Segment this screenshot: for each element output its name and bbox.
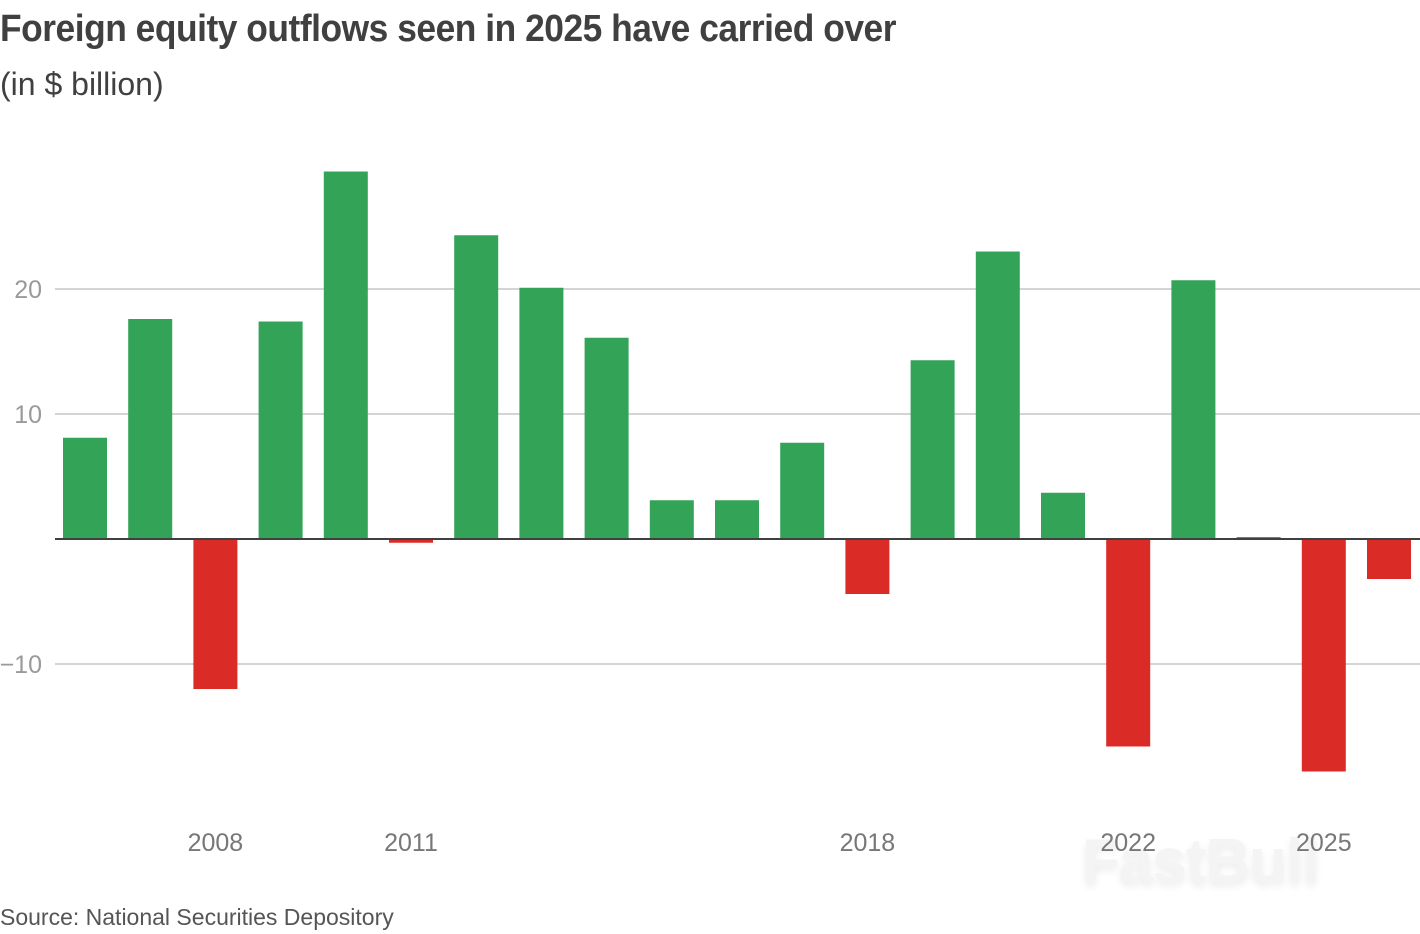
bar-2014 <box>584 337 629 539</box>
bar-2009 <box>258 321 303 539</box>
bar-2021 <box>1041 492 1085 539</box>
x-tick-label: 2018 <box>840 829 896 857</box>
bar-2026 <box>1367 539 1411 579</box>
bar-2011 <box>389 539 433 543</box>
y-tick-label: −10 <box>0 651 42 679</box>
source-note: Source: National Securities Depository <box>0 904 394 930</box>
x-tick-label: 2025 <box>1296 829 1352 857</box>
bar-2023 <box>1171 280 1216 539</box>
bar-2008 <box>193 539 238 689</box>
bar-2019 <box>910 360 955 539</box>
bar-2025 <box>1301 539 1346 772</box>
bar-2018 <box>845 539 890 594</box>
bar-2010 <box>323 171 368 539</box>
bar-2007 <box>128 319 173 539</box>
bars <box>63 171 1411 772</box>
x-tick-label: 2011 <box>384 829 438 857</box>
bar-2006 <box>63 437 107 539</box>
y-axis-ticks: 20 10 −10 <box>0 276 42 679</box>
x-tick-label: 2008 <box>188 829 244 857</box>
chart-title: Foreign equity outflows seen in 2025 hav… <box>0 8 896 50</box>
bar-2017 <box>780 442 825 539</box>
bar-2012 <box>454 235 499 539</box>
watermark: FastBull <box>1082 827 1320 896</box>
bar-2016 <box>715 500 759 539</box>
bar-2013 <box>519 287 564 539</box>
x-tick-label: 2022 <box>1100 829 1156 857</box>
bar-2022 <box>1106 539 1151 747</box>
x-axis-ticks: 2008 2011 2018 2022 2025 <box>188 829 1352 857</box>
y-tick-label: 10 <box>14 401 42 429</box>
chart-subtitle: (in $ billion) <box>0 66 164 102</box>
bar-2015 <box>649 500 694 539</box>
y-tick-label: 20 <box>14 276 42 304</box>
bar-2020 <box>975 251 1020 539</box>
